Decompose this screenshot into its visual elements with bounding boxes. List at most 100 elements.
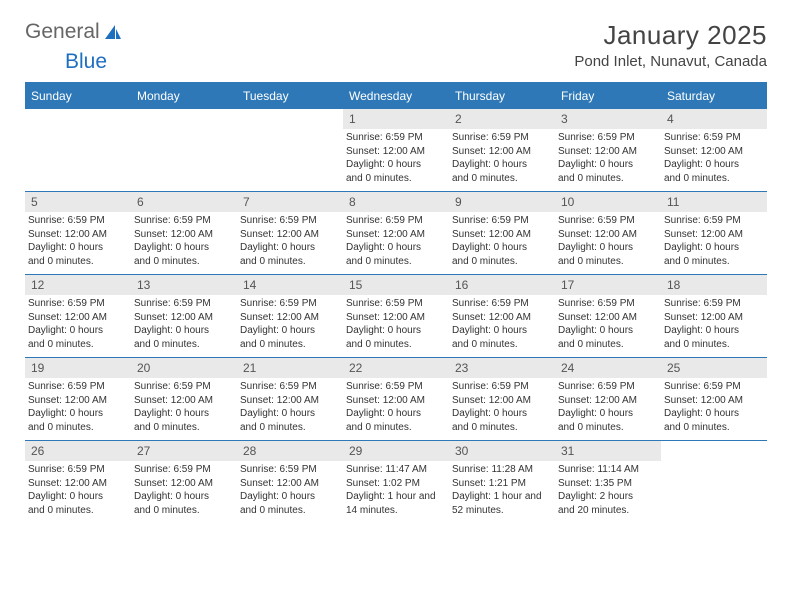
daylight1-text: Daylight: 0 hours bbox=[28, 324, 128, 338]
sunrise-text: Sunrise: 6:59 PM bbox=[28, 463, 128, 477]
sunrise-text: Sunrise: 6:59 PM bbox=[240, 297, 340, 311]
day-number: 26 bbox=[25, 441, 131, 461]
sunset-text: Sunset: 12:00 AM bbox=[134, 394, 234, 408]
sunrise-text: Sunrise: 6:59 PM bbox=[664, 380, 764, 394]
day-number: 18 bbox=[661, 275, 767, 295]
daylight2-text: and 0 minutes. bbox=[664, 421, 764, 435]
daylight1-text: Daylight: 0 hours bbox=[346, 324, 446, 338]
day-number: 17 bbox=[555, 275, 661, 295]
sunset-text: Sunset: 12:00 AM bbox=[664, 311, 764, 325]
daylight2-text: and 0 minutes. bbox=[558, 172, 658, 186]
sunrise-text: Sunrise: 6:59 PM bbox=[240, 463, 340, 477]
location-text: Pond Inlet, Nunavut, Canada bbox=[574, 53, 767, 70]
day-number: 22 bbox=[343, 358, 449, 378]
calendar-cell: 11Sunrise: 6:59 PMSunset: 12:00 AMDaylig… bbox=[661, 192, 767, 274]
daylight1-text: Daylight: 0 hours bbox=[452, 407, 552, 421]
sunset-text: Sunset: 12:00 AM bbox=[240, 311, 340, 325]
daylight1-text: Daylight: 0 hours bbox=[664, 158, 764, 172]
sunrise-text: Sunrise: 6:59 PM bbox=[452, 297, 552, 311]
calendar-cell: 2Sunrise: 6:59 PMSunset: 12:00 AMDayligh… bbox=[449, 109, 555, 191]
daylight2-text: and 0 minutes. bbox=[346, 255, 446, 269]
day-number: 30 bbox=[449, 441, 555, 461]
sunset-text: Sunset: 12:00 AM bbox=[664, 145, 764, 159]
weeks-container: 1Sunrise: 6:59 PMSunset: 12:00 AMDayligh… bbox=[25, 109, 767, 523]
sunrise-text: Sunrise: 6:59 PM bbox=[558, 131, 658, 145]
daylight1-text: Daylight: 0 hours bbox=[558, 241, 658, 255]
sunrise-text: Sunrise: 6:59 PM bbox=[28, 380, 128, 394]
sunset-text: Sunset: 12:00 AM bbox=[452, 394, 552, 408]
calendar-cell: 17Sunrise: 6:59 PMSunset: 12:00 AMDaylig… bbox=[555, 275, 661, 357]
sunrise-text: Sunrise: 6:59 PM bbox=[452, 214, 552, 228]
calendar-cell: 13Sunrise: 6:59 PMSunset: 12:00 AMDaylig… bbox=[131, 275, 237, 357]
calendar-cell: 25Sunrise: 6:59 PMSunset: 12:00 AMDaylig… bbox=[661, 358, 767, 440]
daylight2-text: and 0 minutes. bbox=[452, 338, 552, 352]
day-number bbox=[25, 109, 131, 127]
logo-sail-icon bbox=[103, 23, 123, 41]
sunset-text: Sunset: 12:00 AM bbox=[558, 394, 658, 408]
sunset-text: Sunset: 12:00 AM bbox=[664, 394, 764, 408]
calendar-cell: 21 Sunrise: 6:59 PMSunset: 12:00 AMDaylig… bbox=[237, 358, 343, 440]
calendar-cell bbox=[25, 109, 131, 191]
daylight2-text: and 0 minutes. bbox=[346, 172, 446, 186]
daylight1-text: Daylight: 0 hours bbox=[664, 241, 764, 255]
day-number: 16 bbox=[449, 275, 555, 295]
sunrise-text: Sunrise: 6:59 PM bbox=[240, 380, 340, 394]
daylight2-text: and 0 minutes. bbox=[664, 172, 764, 186]
day-number: 11 bbox=[661, 192, 767, 212]
calendar-cell: 27Sunrise: 6:59 PMSunset: 12:00 AMDaylig… bbox=[131, 441, 237, 523]
daylight2-text: and 0 minutes. bbox=[240, 421, 340, 435]
sunset-text: Sunset: 12:00 AM bbox=[346, 145, 446, 159]
calendar-cell: 28Sunrise: 6:59 PMSunset: 12:00 AMDaylig… bbox=[237, 441, 343, 523]
daylight2-text: and 0 minutes. bbox=[452, 255, 552, 269]
daylight1-text: Daylight: 1 hour and bbox=[452, 490, 552, 504]
daylight2-text: and 0 minutes. bbox=[452, 421, 552, 435]
calendar-cell bbox=[131, 109, 237, 191]
dayname-sunday: Sunday bbox=[25, 84, 131, 109]
calendar-cell: 23Sunrise: 6:59 PMSunset: 12:00 AMDaylig… bbox=[449, 358, 555, 440]
sunset-text: Sunset: 12:00 AM bbox=[664, 228, 764, 242]
sunset-text: Sunset: 1:21 PM bbox=[452, 477, 552, 491]
calendar-cell: 14Sunrise: 6:59 PMSunset: 12:00 AMDaylig… bbox=[237, 275, 343, 357]
sunrise-text: Sunrise: 6:59 PM bbox=[558, 297, 658, 311]
daylight1-text: Daylight: 0 hours bbox=[240, 324, 340, 338]
daylight1-text: Daylight: 0 hours bbox=[346, 241, 446, 255]
calendar-cell: 10Sunrise: 6:59 PMSunset: 12:00 AMDaylig… bbox=[555, 192, 661, 274]
day-number: 12 bbox=[25, 275, 131, 295]
daylight2-text: and 0 minutes. bbox=[664, 255, 764, 269]
sunset-text: Sunset: 12:00 AM bbox=[240, 477, 340, 491]
sunset-text: Sunset: 12:00 AM bbox=[346, 394, 446, 408]
sunset-text: Sunset: 12:00 AM bbox=[558, 145, 658, 159]
day-number: 13 bbox=[131, 275, 237, 295]
dayname-thursday: Thursday bbox=[449, 84, 555, 109]
calendar-cell: 1Sunrise: 6:59 PMSunset: 12:00 AMDayligh… bbox=[343, 109, 449, 191]
dayname-row: Sunday Monday Tuesday Wednesday Thursday… bbox=[25, 84, 767, 109]
day-number: 24 bbox=[555, 358, 661, 378]
daylight1-text: Daylight: 2 hours bbox=[558, 490, 658, 504]
daylight2-text: and 0 minutes. bbox=[558, 421, 658, 435]
sunrise-text: Sunrise: 11:14 AM bbox=[558, 463, 658, 477]
sunset-text: Sunset: 1:02 PM bbox=[346, 477, 446, 491]
calendar-week: 12Sunrise: 6:59 PMSunset: 12:00 AMDaylig… bbox=[25, 275, 767, 358]
daylight2-text: 14 minutes. bbox=[346, 504, 446, 518]
day-number: 23 bbox=[449, 358, 555, 378]
day-number bbox=[131, 109, 237, 127]
daylight2-text: and 0 minutes. bbox=[134, 338, 234, 352]
sunset-text: Sunset: 12:00 AM bbox=[240, 394, 340, 408]
daylight1-text: Daylight: 0 hours bbox=[134, 490, 234, 504]
daylight2-text: and 0 minutes. bbox=[452, 172, 552, 186]
daylight1-text: Daylight: 0 hours bbox=[240, 407, 340, 421]
sunset-text: Sunset: 12:00 AM bbox=[558, 228, 658, 242]
calendar-cell: 18Sunrise: 6:59 PMSunset: 12:00 AMDaylig… bbox=[661, 275, 767, 357]
day-number bbox=[237, 109, 343, 127]
calendar-cell: 20Sunrise: 6:59 PMSunset: 12:00 AMDaylig… bbox=[131, 358, 237, 440]
calendar-cell bbox=[237, 109, 343, 191]
day-number: 19 bbox=[25, 358, 131, 378]
calendar-cell: 24Sunrise: 6:59 PMSunset: 12:00 AMDaylig… bbox=[555, 358, 661, 440]
daylight2-text: and 0 minutes. bbox=[558, 338, 658, 352]
day-number: 29 bbox=[343, 441, 449, 461]
calendar-cell: 3Sunrise: 6:59 PMSunset: 12:00 AMDayligh… bbox=[555, 109, 661, 191]
daylight1-text: Daylight: 0 hours bbox=[558, 324, 658, 338]
daylight2-text: and 0 minutes. bbox=[28, 338, 128, 352]
day-number: 21 bbox=[237, 358, 343, 378]
sunset-text: Sunset: 12:00 AM bbox=[134, 228, 234, 242]
